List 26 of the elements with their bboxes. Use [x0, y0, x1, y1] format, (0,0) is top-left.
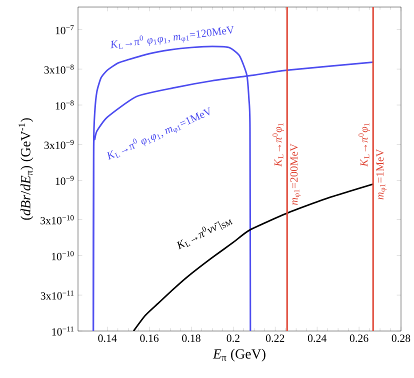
x-tick-label: 0.22	[266, 334, 284, 342]
y-tick-label: 3x10$^{−10}$	[40, 215, 74, 224]
x-tick-label: 0.28	[392, 334, 410, 342]
ref-line-label: K$_{L}$→π$^{0}$φ$_{1}$	[272, 123, 284, 167]
y-tick-label: 10$^{−10}$	[52, 251, 74, 260]
y-tick-label: 10$^{−7}$	[56, 25, 74, 34]
text: K$_{L}$→π$^{0}$ φ$_{1}$φ$_{1}$, m$_{φ1}$=120MeV	[110, 26, 234, 49]
y-tick-label: 3x10$^{−11}$	[40, 290, 74, 300]
y-tick-label: 10$^{−11}$	[52, 326, 74, 336]
text: K$_{L}$→π$^{0}$ φ$_{1}$φ$_{1}$, m$_{φ1}$=1MeV	[106, 107, 210, 160]
y-tick-label: 10$^{−9}$	[56, 176, 74, 185]
x-tick-label: 0.14	[98, 334, 117, 342]
y-tick-label: 10$^{−8}$	[56, 100, 74, 110]
x-tick-label: 0.18	[182, 334, 200, 342]
annotation: K$_{L}$→π$^{0}$νν̄|$_{SM}$	[176, 219, 233, 250]
x-tick-label: 0.16	[140, 334, 159, 342]
annotation: m$_{φ1}$=200MeV	[290, 144, 301, 205]
annotation: m$_{φ1}$=1MeV	[376, 149, 387, 200]
ref-line-label: K$_{L}$→π$^{0}$φ$_{1}$	[358, 123, 370, 167]
x-tick-label: 0.2	[226, 334, 240, 342]
x-axis-title: E$_{π}$ (GeV)	[212, 348, 266, 362]
x-tick-label: 0.26	[350, 334, 368, 342]
y-tick-label: 3x10$^{−8}$	[44, 64, 74, 74]
x-tick-label: 0.24	[308, 334, 327, 342]
y-axis-title: (dBr/dE$_{π}$) (GeV$^{-1}$)	[18, 118, 34, 220]
y-tick-label: 3x10$^{−9}$	[44, 140, 74, 149]
